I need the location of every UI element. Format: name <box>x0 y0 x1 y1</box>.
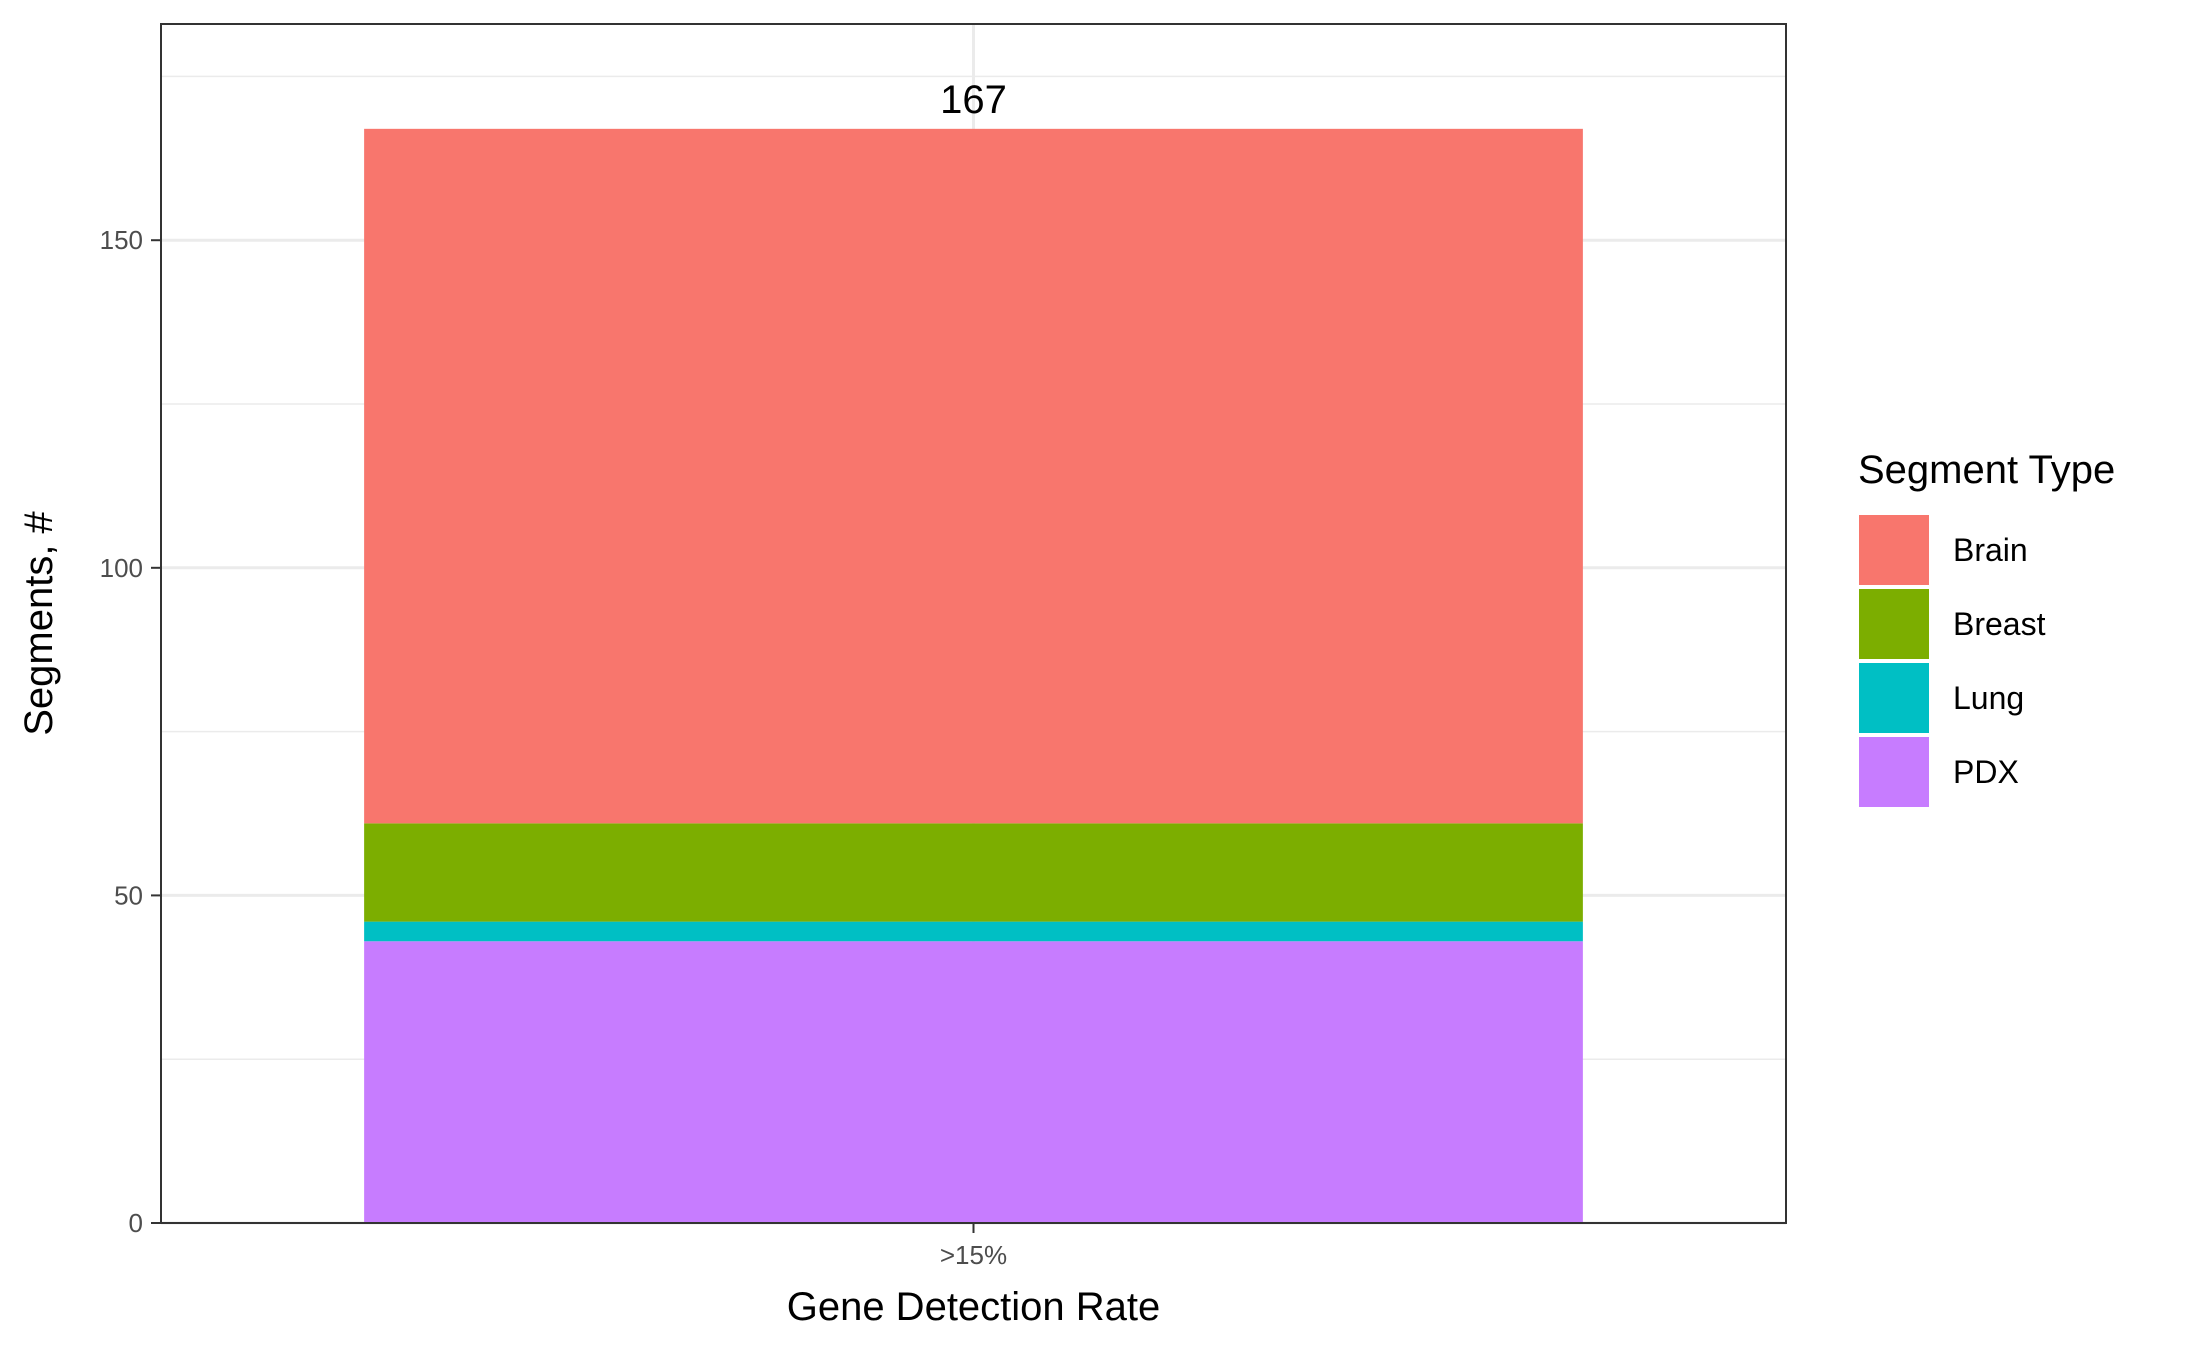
bar-segment-brain <box>364 128 1583 824</box>
legend-key-lung <box>1859 663 1929 733</box>
legend-key-pdx <box>1859 737 1929 807</box>
legend-label-brain: Brain <box>1953 532 2028 568</box>
legend-key-brain <box>1859 515 1929 585</box>
legend: Segment Type Brain Breast Lung PDX <box>1858 448 2115 807</box>
y-tick-label: 0 <box>129 1208 143 1238</box>
bar-segment-lung <box>364 921 1583 942</box>
y-tick-label: 150 <box>100 225 143 255</box>
legend-label-pdx: PDX <box>1953 754 2019 790</box>
y-tick-label: 100 <box>100 553 143 583</box>
x-axis-title: Gene Detection Rate <box>787 1285 1161 1329</box>
y-axis: 0 50 100 150 <box>100 225 161 1238</box>
bar-segment-breast <box>364 823 1583 922</box>
legend-label-lung: Lung <box>1953 680 2024 716</box>
bar-segment-pdx <box>364 941 1583 1223</box>
y-axis-title: Segments, # <box>17 510 61 735</box>
x-axis: >15% <box>940 1223 1007 1270</box>
total-labels: 167 <box>940 78 1007 122</box>
total-label: 167 <box>940 78 1007 122</box>
legend-title: Segment Type <box>1858 448 2115 492</box>
x-tick-label: >15% <box>940 1240 1007 1270</box>
legend-label-breast: Breast <box>1953 606 2046 642</box>
legend-key-breast <box>1859 589 1929 659</box>
bar-stack <box>364 128 1583 1223</box>
y-tick-label: 50 <box>114 880 143 910</box>
